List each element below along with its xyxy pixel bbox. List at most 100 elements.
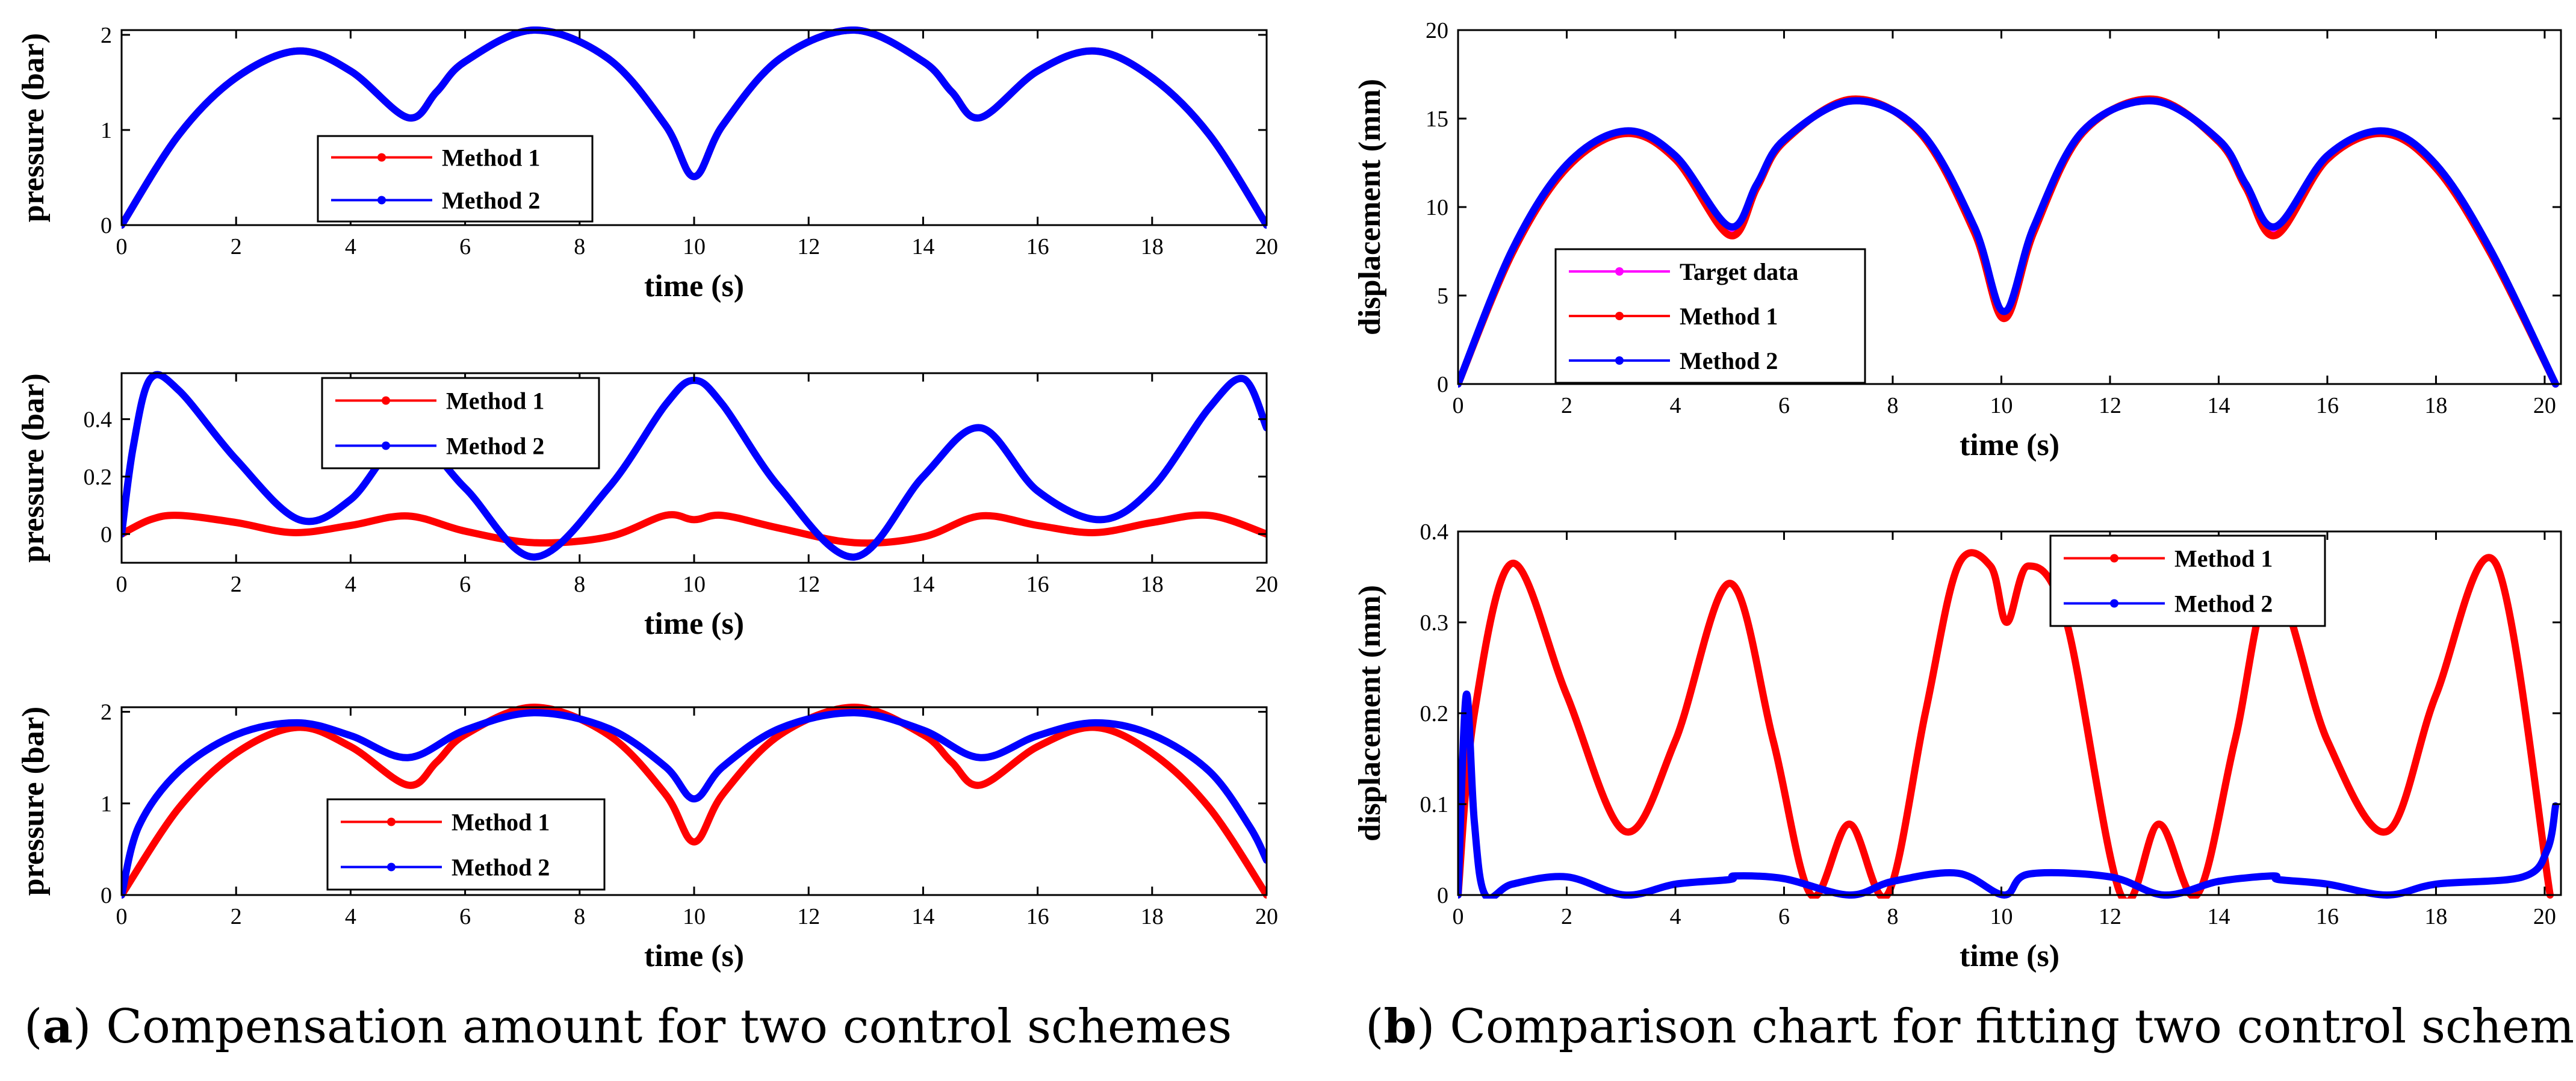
- chart-a2: 0 2 4 6 8 10 12 14 16 18 20 0 0.2 0.4 time (s) pressure…: [16, 371, 1278, 641]
- x-tick-label: 2: [231, 234, 242, 259]
- plot-frame: [120, 29, 1268, 226]
- x-tick-label: 14: [2207, 904, 2230, 929]
- x-tick-label: 4: [1669, 393, 1681, 418]
- caption-b: (b) Comparison chart for fitting two con…: [1365, 999, 2576, 1054]
- legend: Method 1 Method 2: [321, 377, 600, 469]
- legend-label: Method 2: [1680, 347, 1778, 374]
- legend-marker: [2110, 599, 2118, 608]
- y-tick-label: 10: [1426, 195, 1448, 220]
- series-line-method-2: [1458, 690, 2559, 899]
- x-tick-label: 12: [797, 234, 820, 259]
- caption-a: (a) Compensation amount for two control …: [24, 999, 1232, 1054]
- legend-marker: [382, 441, 390, 450]
- y-tick-label: 0: [101, 522, 112, 547]
- series-group: [122, 26, 1267, 229]
- series-line-method-2: [122, 26, 1267, 229]
- legend: Target data Method 1 Method 2: [1554, 248, 1866, 384]
- x-tick-label: 16: [1026, 572, 1049, 597]
- y-tick-label: 0: [1437, 372, 1448, 397]
- plot-frame: [1457, 530, 2562, 896]
- y-tick-label: 0: [1437, 883, 1448, 908]
- x-tick-label: 8: [574, 904, 585, 929]
- x-tick-label: 2: [1561, 393, 1572, 418]
- x-axis-label: time (s): [644, 607, 744, 641]
- x-tick-label: 14: [911, 904, 934, 929]
- x-tick-label: 10: [1990, 904, 2013, 929]
- legend-box: [317, 135, 594, 223]
- legend-box: [2049, 534, 2326, 627]
- x-tick-label: 12: [797, 572, 820, 597]
- y-axis-label: pressure (bar): [16, 373, 51, 562]
- series-group: [1458, 549, 2559, 899]
- series-group: [122, 704, 1267, 899]
- legend-label: Target data: [1680, 258, 1798, 285]
- x-axis-label: time (s): [1960, 428, 2059, 462]
- legend-marker: [2110, 554, 2118, 563]
- x-tick-label: 4: [345, 234, 356, 259]
- x-tick-label: 10: [683, 234, 706, 259]
- x-tick-label: 20: [1255, 572, 1278, 597]
- y-tick-label: 0.2: [1420, 701, 1449, 726]
- series-group: [122, 371, 1267, 561]
- y-tick-label: 0: [101, 213, 112, 238]
- x-tick-label: 12: [2099, 393, 2121, 418]
- legend: Method 1 Method 2: [317, 135, 594, 223]
- x-tick-label: 6: [459, 572, 471, 597]
- y-tick-label: 2: [101, 23, 112, 48]
- x-tick-label: 4: [345, 572, 356, 597]
- legend: Method 1 Method 2: [326, 798, 606, 891]
- legend-marker: [1615, 356, 1624, 365]
- x-tick-label: 6: [459, 234, 471, 259]
- series-line-method-2: [122, 709, 1267, 899]
- x-tick-label: 18: [2424, 904, 2447, 929]
- y-axis-label: pressure (bar): [16, 33, 51, 222]
- y-tick-label: 0.2: [84, 465, 113, 490]
- legend-marker: [377, 153, 386, 162]
- x-tick-label: 0: [116, 234, 128, 259]
- y-tick-label: 15: [1426, 107, 1448, 132]
- series-line-method-2: [122, 371, 1267, 561]
- legend-label: Method 2: [446, 433, 544, 460]
- x-tick-label: 16: [1026, 234, 1049, 259]
- x-tick-label: 4: [345, 904, 356, 929]
- legend-marker: [1615, 312, 1624, 320]
- x-axis-label: time (s): [1960, 939, 2059, 973]
- y-axis-label: displacement (mm): [1353, 79, 1387, 335]
- legend-marker: [387, 817, 396, 826]
- y-axis-label: displacement (mm): [1353, 585, 1387, 841]
- legend-box: [326, 798, 606, 891]
- x-tick-label: 6: [1778, 904, 1790, 929]
- y-tick-label: 0.3: [1420, 610, 1449, 636]
- y-tick-label: 1: [101, 791, 112, 817]
- x-tick-label: 18: [1141, 572, 1164, 597]
- legend-marker: [1615, 267, 1624, 276]
- x-tick-label: 10: [683, 904, 706, 929]
- x-tick-label: 2: [231, 904, 242, 929]
- x-tick-label: 18: [1141, 904, 1164, 929]
- x-tick-label: 6: [459, 904, 471, 929]
- legend-label: Method 1: [442, 144, 540, 172]
- x-tick-label: 20: [2533, 904, 2556, 929]
- x-tick-label: 2: [231, 572, 242, 597]
- series-line-method-1: [122, 26, 1267, 229]
- y-tick-label: 1: [101, 118, 112, 143]
- legend-box: [321, 377, 600, 469]
- legend-marker: [382, 396, 390, 405]
- x-tick-label: 20: [2533, 393, 2556, 418]
- x-tick-label: 6: [1778, 393, 1790, 418]
- x-tick-label: 10: [1990, 393, 2013, 418]
- x-tick-label: 0: [116, 904, 128, 929]
- y-tick-label: 5: [1437, 283, 1448, 309]
- y-tick-label: 0.4: [84, 407, 113, 432]
- y-tick-label: 20: [1426, 18, 1448, 43]
- y-axis-label: pressure (bar): [16, 707, 51, 896]
- legend: Method 1 Method 2: [2049, 534, 2326, 627]
- series-line-method-1: [1458, 549, 2554, 899]
- x-tick-label: 12: [2099, 904, 2121, 929]
- series-line-method-1: [122, 511, 1267, 547]
- x-tick-label: 10: [683, 572, 706, 597]
- x-tick-label: 14: [911, 234, 934, 259]
- x-tick-label: 4: [1669, 904, 1681, 929]
